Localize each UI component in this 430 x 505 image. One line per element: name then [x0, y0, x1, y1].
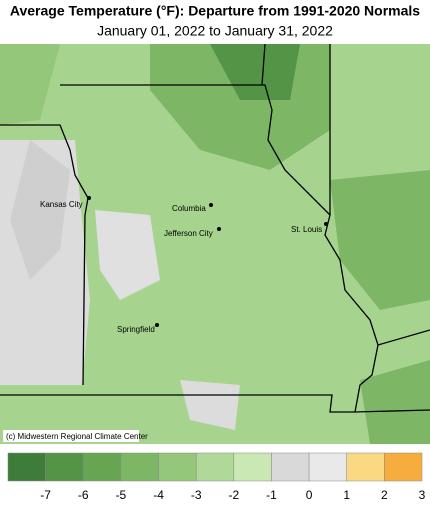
gray-region: [180, 380, 240, 430]
city-label: Columbia: [172, 204, 206, 213]
title: Average Temperature (°F): Departure from…: [10, 3, 420, 19]
legend-swatch: [45, 452, 84, 482]
legend: -7 -6 -5 -4 -3 -2 -1 0 1 2 3: [7, 452, 426, 502]
legend-label: -3: [191, 488, 202, 502]
legend-label: 1: [343, 488, 350, 502]
map: Kansas City Columbia Jefferson City St. …: [0, 43, 430, 444]
legend-swatch: [120, 452, 159, 482]
legend-swatch: [384, 452, 423, 482]
subtitle: January 01, 2022 to January 31, 2022: [97, 23, 333, 39]
legend-label: -2: [228, 488, 239, 502]
legend-label: -6: [78, 488, 89, 502]
legend-swatch: [346, 452, 385, 482]
legend-swatch: [271, 452, 310, 482]
gray-region: [95, 210, 160, 300]
city-dot: [209, 203, 213, 207]
legend-swatch: [308, 452, 347, 482]
legend-label: -4: [153, 488, 164, 502]
city-label: Kansas City: [40, 200, 83, 209]
green-region: [330, 170, 430, 310]
legend-swatch: [195, 452, 235, 482]
legend-swatch: [233, 452, 272, 482]
green-region: [210, 44, 300, 100]
gray-region: [10, 140, 70, 280]
green-region: [0, 44, 60, 125]
credit: (c) Midwestern Regional Climate Center: [6, 432, 148, 441]
legend-label: -1: [266, 488, 277, 502]
city-dot: [324, 222, 328, 226]
city-dot: [217, 227, 221, 231]
legend-swatch: [158, 452, 197, 482]
legend-label: -5: [116, 488, 127, 502]
city-label: Springfield: [117, 325, 155, 334]
legend-swatch: [7, 452, 46, 482]
legend-label: 2: [381, 488, 388, 502]
legend-label: -7: [40, 488, 51, 502]
city-dot: [87, 196, 91, 200]
city-markers: [87, 196, 328, 327]
credit-box: [3, 430, 139, 442]
green-region: [360, 360, 430, 444]
legend-swatch: [83, 452, 122, 482]
state-borders: [0, 43, 430, 413]
legend-label: 3: [419, 488, 426, 502]
city-label: St. Louis: [291, 225, 322, 234]
city-label: Jefferson City: [164, 229, 213, 238]
city-dot: [155, 323, 159, 327]
legend-label: 0: [306, 488, 313, 502]
